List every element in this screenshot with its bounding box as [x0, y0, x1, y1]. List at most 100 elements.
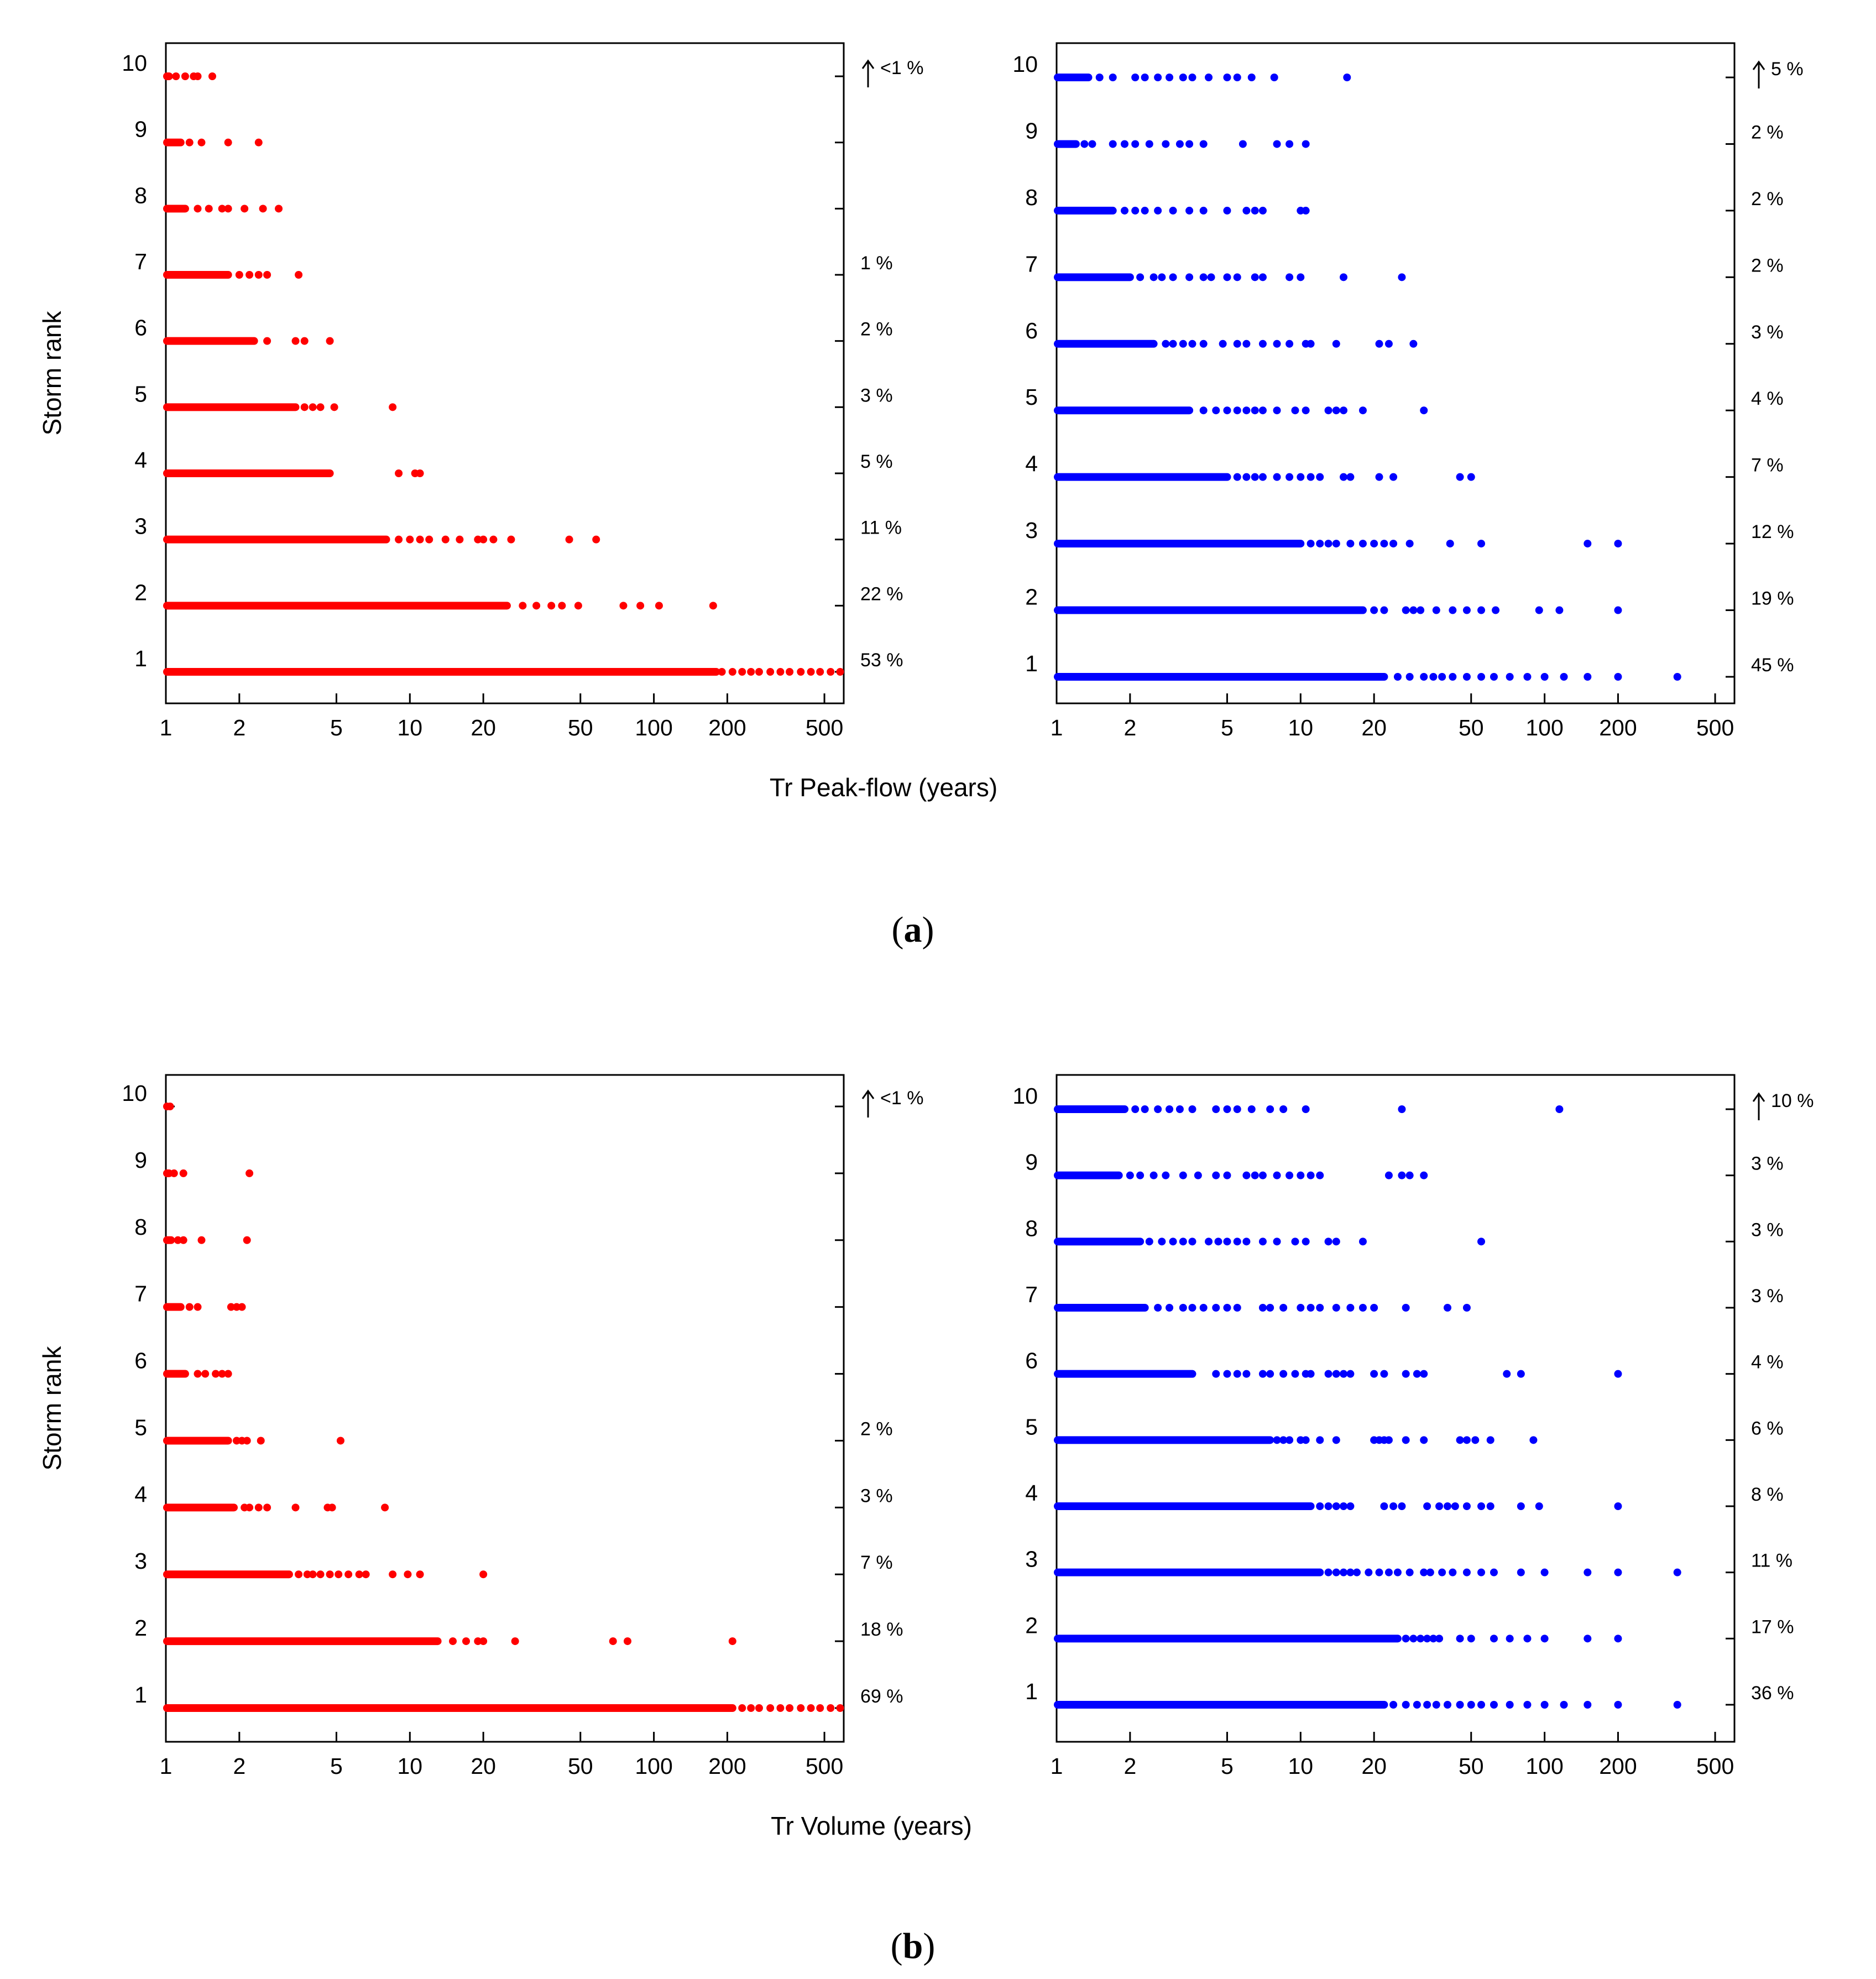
data-point	[1316, 1502, 1324, 1510]
data-point	[316, 1570, 325, 1579]
data-point	[1307, 540, 1315, 548]
data-point	[1490, 1635, 1498, 1643]
data-point	[1477, 1237, 1486, 1246]
data-point	[1316, 540, 1324, 548]
y-tick-label: 9	[134, 1147, 147, 1173]
data-point	[1375, 1568, 1383, 1576]
data-point	[519, 602, 527, 610]
data-point	[1233, 1237, 1241, 1246]
data-point	[1398, 1502, 1406, 1510]
data-point	[1417, 606, 1425, 614]
data-point	[1251, 1171, 1259, 1179]
data-point	[1162, 140, 1170, 148]
data-point	[1332, 1502, 1340, 1510]
percent-label: 3 %	[1751, 1153, 1784, 1174]
percent-label: 36 %	[1751, 1683, 1794, 1704]
percent-label: 2 %	[860, 1418, 893, 1439]
data-point	[1477, 1502, 1486, 1510]
data-point	[1316, 1171, 1324, 1179]
data-point	[1456, 1635, 1464, 1643]
data-point	[1560, 1701, 1568, 1709]
data-point	[1302, 1105, 1310, 1113]
y-tick-label: 2	[1025, 1612, 1038, 1638]
data-point	[1332, 1568, 1340, 1576]
data-point	[1535, 606, 1543, 614]
data-point	[181, 72, 189, 80]
data-point	[263, 271, 271, 279]
data-point	[1435, 1635, 1444, 1643]
data-point	[1449, 673, 1457, 681]
x-tick-label: 200	[1599, 1753, 1637, 1779]
data-point	[1340, 1502, 1348, 1510]
y-tick-label: 9	[134, 117, 147, 142]
percent-label: 5 %	[860, 451, 893, 472]
data-point	[1673, 1568, 1681, 1576]
data-point	[1535, 1502, 1543, 1510]
data-point	[1212, 1304, 1220, 1312]
data-point	[636, 602, 645, 610]
percent-label: 11 %	[860, 518, 902, 539]
storm-rank-6-points	[1054, 340, 1418, 348]
data-point	[747, 1704, 755, 1712]
data-point	[1324, 540, 1332, 548]
data-point	[718, 668, 726, 676]
data-point	[245, 1503, 254, 1512]
data-point	[623, 1637, 631, 1646]
data-point	[205, 205, 213, 213]
data-point	[1316, 473, 1324, 481]
data-point	[1332, 1304, 1340, 1312]
percent-label: 4 %	[1751, 388, 1784, 409]
data-point	[511, 1637, 519, 1646]
percent-label: 17 %	[1751, 1616, 1794, 1637]
x-tick-label: 10	[1288, 715, 1313, 740]
data-point	[1405, 1171, 1414, 1179]
storm-rank-5-points	[163, 1437, 344, 1445]
data-point	[1332, 1370, 1340, 1378]
data-point	[1223, 1171, 1231, 1179]
data-point	[291, 337, 300, 345]
y-tick-label: 6	[134, 315, 147, 341]
y-tick-label: 9	[1025, 1150, 1038, 1175]
plot-frame	[1055, 42, 1736, 704]
data-point	[238, 1303, 246, 1311]
data-point	[185, 138, 194, 147]
data-point	[1413, 1370, 1421, 1378]
data-point	[1384, 1436, 1393, 1444]
x-tick-label: 50	[568, 715, 593, 740]
data-point	[1555, 606, 1564, 614]
data-point	[1324, 1370, 1332, 1378]
y-tick-label: 10	[122, 50, 147, 76]
storm-rank-2-points	[163, 602, 717, 610]
data-point	[1233, 340, 1241, 348]
data-point	[827, 668, 835, 676]
data-point	[1462, 673, 1471, 681]
data-point	[1175, 1105, 1184, 1113]
data-point	[1212, 1171, 1220, 1179]
data-point	[1409, 1635, 1418, 1643]
data-point	[1270, 74, 1278, 81]
data-point	[1540, 673, 1549, 681]
data-point	[1154, 74, 1162, 81]
y-tick-label: 9	[1025, 118, 1038, 143]
data-point	[254, 271, 263, 279]
data-point	[449, 1637, 457, 1646]
x-tick-label: 20	[1361, 715, 1387, 740]
x-tick-label: 500	[1696, 715, 1734, 740]
data-point	[1370, 606, 1378, 614]
data-point	[1517, 1502, 1525, 1510]
data-point	[1199, 140, 1208, 148]
data-point	[1223, 1105, 1231, 1113]
x-tick-label: 2	[1123, 715, 1136, 740]
plot-frame	[165, 1074, 845, 1743]
y-tick-label: 7	[1025, 251, 1038, 276]
data-point	[1340, 273, 1348, 281]
data-point	[1297, 473, 1305, 481]
data-point	[1185, 140, 1194, 148]
data-point	[479, 1570, 488, 1579]
storm-rank-9-points	[1054, 140, 1310, 148]
percent-label: 5 %	[1771, 59, 1804, 80]
data-point	[1251, 473, 1259, 481]
data-point	[1279, 1304, 1288, 1312]
data-point	[807, 1704, 815, 1712]
data-point	[1402, 606, 1410, 614]
